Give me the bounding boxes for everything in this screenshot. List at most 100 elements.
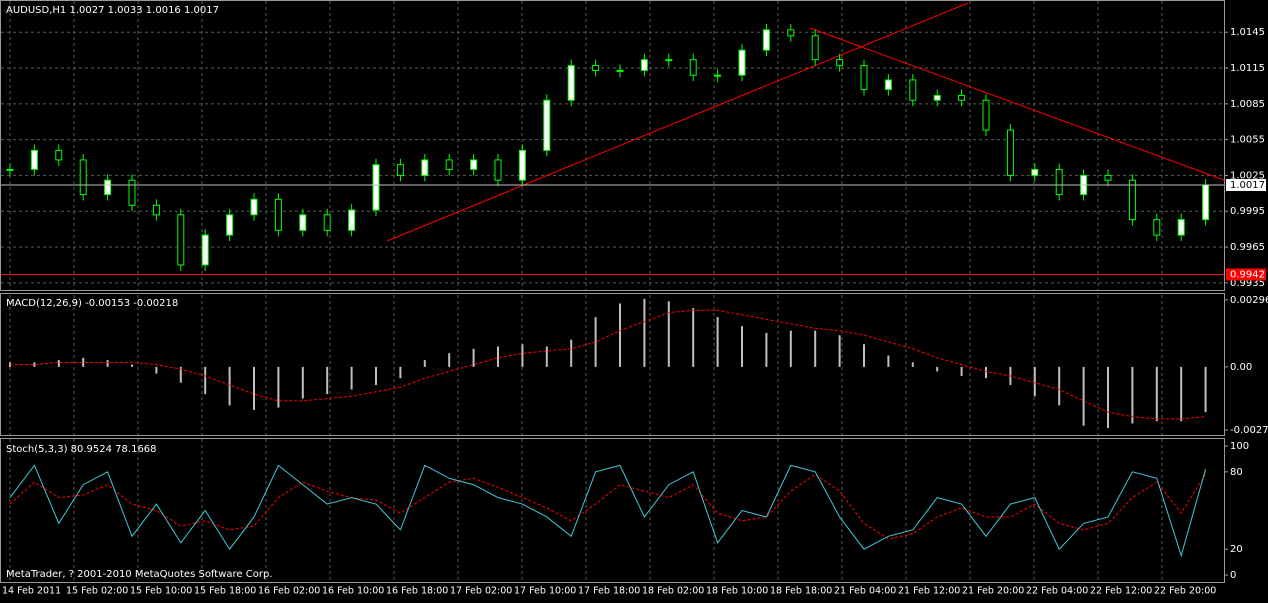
macd-bar [1107, 366, 1109, 428]
macd-bar [960, 366, 963, 376]
macd-bar [716, 317, 719, 367]
macd-bar [619, 303, 621, 367]
macd-panel [0, 293, 1225, 436]
macd-bar [692, 308, 695, 367]
candle [421, 159, 429, 176]
time-label: 21 Feb 04:00 [834, 586, 896, 597]
time-label: 16 Feb 10:00 [322, 586, 384, 597]
candle [1104, 174, 1112, 181]
candle [250, 198, 258, 216]
candle [177, 214, 185, 266]
time-label: 22 Feb 12:00 [1090, 586, 1152, 597]
candle [152, 204, 160, 216]
candle [909, 79, 917, 101]
candle [543, 99, 551, 151]
stoch-title: Stoch(5,3,3) 80.9524 78.1668 [6, 444, 157, 455]
candle [884, 79, 892, 91]
candle [1128, 179, 1136, 221]
candle [30, 149, 38, 170]
y-tick-label: 1.0055 [1230, 135, 1265, 146]
time-label: 15 Feb 10:00 [130, 586, 192, 597]
candle [738, 49, 746, 76]
y-tick-label: 1.0145 [1230, 27, 1265, 38]
macd-bar [936, 366, 939, 372]
time-label: 22 Feb 20:00 [1154, 586, 1216, 597]
macd-bar [789, 330, 792, 367]
macd-title: MACD(12,26,9) -0.00153 -0.00218 [6, 298, 178, 309]
candle [714, 74, 722, 77]
macd-bar [1155, 366, 1158, 422]
candle [640, 59, 648, 71]
candle [299, 214, 307, 231]
macd-bar [985, 366, 987, 379]
macd-bar [448, 353, 451, 367]
macd-bar [301, 366, 304, 399]
candle [762, 29, 770, 51]
macd-bar [82, 357, 85, 367]
macd-bar [1033, 366, 1036, 397]
price-panel [0, 0, 1225, 291]
candle [1055, 168, 1063, 196]
macd-bar [1058, 366, 1061, 406]
macd-bar [33, 362, 36, 367]
macd-bar [1180, 366, 1183, 422]
macd-bar [741, 326, 743, 367]
y-tick-label: 0 [1230, 570, 1236, 581]
macd-bar [179, 366, 182, 383]
footer: MetaTrader, ? 2001-2010 MetaQuotes Softw… [6, 569, 272, 580]
macd-bar [204, 366, 207, 395]
y-tick-label: 1.0025 [1230, 170, 1265, 181]
candle [518, 149, 526, 181]
candle [1177, 219, 1185, 236]
y-tick-label: 20 [1230, 544, 1243, 555]
candle [104, 179, 112, 196]
candle [445, 159, 453, 170]
candle [226, 214, 234, 236]
candle [811, 35, 819, 61]
trendline [809, 27, 1225, 181]
candle [6, 168, 14, 171]
macd-bar [1204, 366, 1207, 413]
macd-bar [155, 366, 158, 374]
macd-bar [765, 332, 768, 367]
time-label: 15 Feb 18:00 [194, 586, 256, 597]
candle [689, 59, 697, 76]
macd-bar [131, 364, 133, 367]
macd-bar [521, 344, 524, 367]
candle [958, 94, 966, 101]
time-label: 16 Feb 18:00 [386, 586, 448, 597]
time-label: 18 Feb 10:00 [706, 586, 768, 597]
macd-bar [887, 355, 890, 367]
macd-bar [423, 360, 426, 367]
y-tick-label: 1.0115 [1230, 63, 1265, 74]
time-label: 15 Feb 02:00 [66, 586, 128, 597]
y-tick-label: 0.9965 [1230, 242, 1265, 253]
candle [616, 69, 624, 72]
macd-bar [497, 346, 499, 367]
macd-bar [570, 339, 573, 367]
y-tick-label: 0.9995 [1230, 206, 1265, 217]
macd-bar [106, 360, 109, 367]
alert-label: 0.9942 [1230, 269, 1265, 280]
macd-bar [228, 366, 231, 406]
candle [348, 209, 356, 231]
stoch-signal [9, 473, 1207, 540]
y-tick-label: 0.9935 [1230, 278, 1265, 289]
candle [860, 65, 868, 91]
macd-bar [350, 366, 353, 390]
macd-bar [277, 366, 280, 408]
time-label: 21 Feb 12:00 [898, 586, 960, 597]
time-label: 17 Feb 02:00 [450, 586, 512, 597]
y-tick-label: -0.00279 [1230, 425, 1268, 436]
time-label: 17 Feb 10:00 [514, 586, 576, 597]
current-price-box [1226, 178, 1266, 191]
candle [787, 29, 795, 37]
candle [396, 164, 404, 176]
time-label: 17 Feb 18:00 [578, 586, 640, 597]
candle [494, 159, 502, 181]
time-label: 14 Feb 2011 [2, 586, 61, 597]
macd-bar [399, 366, 402, 379]
y-tick-label: 0.00296 [1230, 295, 1268, 306]
y-tick-label: 1.0085 [1230, 99, 1265, 110]
